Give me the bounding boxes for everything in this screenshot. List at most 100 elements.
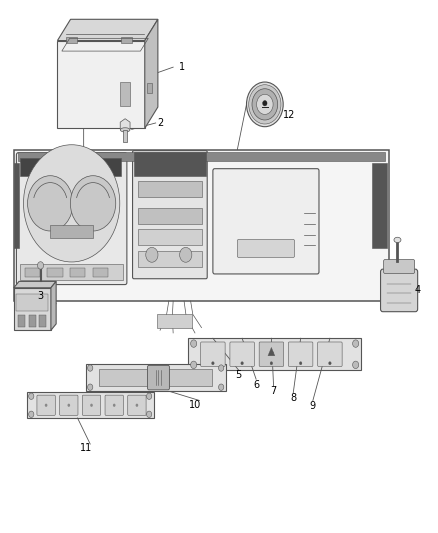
Bar <box>134 152 206 176</box>
Bar <box>25 268 40 277</box>
Bar <box>27 392 153 418</box>
Bar <box>47 268 63 277</box>
Circle shape <box>38 262 44 269</box>
Polygon shape <box>14 150 389 301</box>
FancyBboxPatch shape <box>230 342 254 367</box>
Circle shape <box>252 88 278 120</box>
Text: 12: 12 <box>283 110 295 120</box>
Circle shape <box>353 340 359 348</box>
Circle shape <box>180 247 192 262</box>
Polygon shape <box>57 19 158 41</box>
FancyBboxPatch shape <box>105 395 124 415</box>
Bar <box>188 338 361 370</box>
FancyBboxPatch shape <box>16 153 127 285</box>
Bar <box>123 130 127 142</box>
Text: 9: 9 <box>310 401 316 411</box>
FancyBboxPatch shape <box>381 269 418 312</box>
Circle shape <box>219 365 224 371</box>
Bar <box>18 316 25 327</box>
Bar <box>372 163 387 248</box>
Circle shape <box>28 393 34 399</box>
Bar <box>99 369 212 386</box>
Bar <box>86 364 226 391</box>
FancyBboxPatch shape <box>237 239 294 257</box>
Circle shape <box>67 403 70 407</box>
Bar <box>16 294 48 311</box>
Circle shape <box>247 82 283 127</box>
Bar <box>20 264 123 280</box>
Bar <box>101 158 121 176</box>
Text: 8: 8 <box>290 393 296 403</box>
Bar <box>138 181 201 197</box>
FancyBboxPatch shape <box>148 366 170 390</box>
Polygon shape <box>57 41 145 128</box>
Bar <box>138 208 201 224</box>
Bar <box>138 251 201 266</box>
Bar <box>18 152 385 161</box>
Circle shape <box>24 145 120 262</box>
FancyBboxPatch shape <box>384 260 415 273</box>
Bar <box>147 83 152 93</box>
FancyBboxPatch shape <box>128 395 146 415</box>
FancyBboxPatch shape <box>37 395 55 415</box>
Bar <box>66 37 77 43</box>
Bar <box>93 268 108 277</box>
Polygon shape <box>268 348 275 356</box>
Bar <box>28 316 35 327</box>
Circle shape <box>353 361 359 368</box>
Text: ^: ^ <box>268 351 274 357</box>
FancyBboxPatch shape <box>213 168 319 274</box>
Circle shape <box>90 403 93 407</box>
FancyBboxPatch shape <box>288 342 313 367</box>
Text: 6: 6 <box>253 379 259 390</box>
Circle shape <box>219 384 224 390</box>
FancyBboxPatch shape <box>60 395 78 415</box>
Circle shape <box>136 403 138 407</box>
Text: 11: 11 <box>80 443 92 453</box>
Circle shape <box>113 403 116 407</box>
Circle shape <box>191 340 197 348</box>
Bar <box>157 314 192 328</box>
Text: 3: 3 <box>37 290 43 301</box>
Text: 1: 1 <box>179 62 185 72</box>
Circle shape <box>147 411 152 417</box>
Text: 4: 4 <box>415 286 421 295</box>
Circle shape <box>263 101 267 106</box>
Circle shape <box>88 365 93 371</box>
Bar <box>120 83 130 107</box>
FancyBboxPatch shape <box>82 395 101 415</box>
Bar <box>20 158 40 176</box>
Bar <box>121 37 132 43</box>
Circle shape <box>147 393 152 399</box>
Text: 10: 10 <box>189 400 201 410</box>
Circle shape <box>257 94 273 115</box>
Ellipse shape <box>394 237 401 243</box>
Circle shape <box>241 362 244 365</box>
Circle shape <box>28 176 73 231</box>
FancyBboxPatch shape <box>201 342 225 367</box>
FancyBboxPatch shape <box>133 151 207 279</box>
Circle shape <box>146 247 158 262</box>
Circle shape <box>270 362 273 365</box>
Circle shape <box>71 176 116 231</box>
Polygon shape <box>51 281 56 330</box>
Text: 5: 5 <box>236 370 242 381</box>
Circle shape <box>328 362 331 365</box>
FancyBboxPatch shape <box>318 342 342 367</box>
FancyBboxPatch shape <box>259 342 284 367</box>
Bar <box>14 163 18 248</box>
Polygon shape <box>120 119 130 133</box>
Polygon shape <box>14 288 51 330</box>
Polygon shape <box>14 281 56 288</box>
Bar <box>138 229 201 245</box>
Bar <box>50 224 93 238</box>
Circle shape <box>45 403 47 407</box>
Bar <box>39 316 46 327</box>
Circle shape <box>249 85 281 124</box>
Circle shape <box>191 361 197 368</box>
Ellipse shape <box>120 128 130 132</box>
Circle shape <box>212 362 214 365</box>
Text: 2: 2 <box>157 118 163 128</box>
Circle shape <box>88 384 93 390</box>
Polygon shape <box>145 19 158 128</box>
